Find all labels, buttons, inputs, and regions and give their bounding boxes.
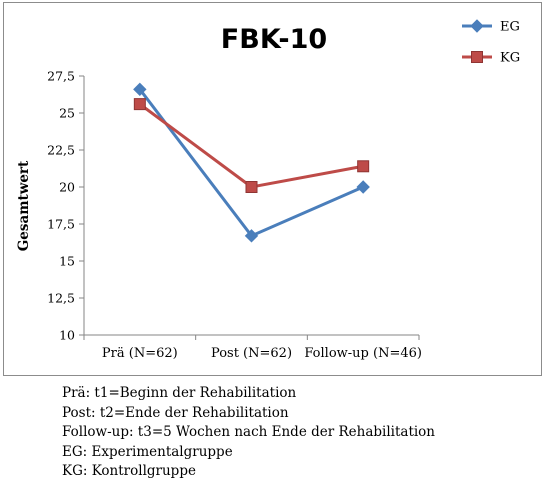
legend: EG KG (462, 19, 520, 66)
notes: Prä: t1=Beginn der Rehabilitation Post: … (62, 384, 435, 482)
y-axis-label: Gesamtwert (16, 160, 32, 251)
y-tick-label: 15 (59, 254, 75, 269)
chart-title: FBK-10 (221, 24, 327, 55)
legend-marker-eg (470, 19, 484, 33)
axes: 10 12,5 15 17,5 20 22,5 25 27,5 Prä (N=62) Post (… (47, 69, 422, 362)
legend-label-kg: KG (500, 51, 520, 66)
data-point-eg (133, 82, 147, 97)
y-tick-label: 10 (59, 328, 75, 343)
y-tick-label: 12,5 (47, 291, 75, 306)
data-point-kg (133, 98, 146, 111)
data-point-eg (356, 180, 370, 194)
y-tick-label: 27,5 (47, 69, 75, 84)
legend-label-eg: EG (500, 20, 520, 35)
x-tick-label: Follow-up (N=46) (304, 346, 422, 361)
chart-frame: FBK-10 Gesamtwert 10 12,5 15 17,5 20 22,5 25 27… (3, 2, 542, 376)
note-post: Post: t2=Ende der Rehabilitation (62, 404, 289, 421)
data-point-kg (245, 181, 258, 193)
note-eg: EG: Experimentalgruppe (62, 443, 233, 460)
x-tick-label: Prä (N=62) (102, 346, 178, 361)
series-line-eg (138, 88, 364, 238)
series-line-kg (138, 102, 364, 189)
y-tick-label: 22,5 (47, 143, 75, 158)
line-chart: FBK-10 Gesamtwert 10 12,5 15 17,5 20 22,5 25 27… (16, 19, 520, 362)
note-kg: KG: Kontrollgruppe (62, 463, 196, 479)
data-point-kg (357, 160, 370, 173)
legend-marker-kg (471, 51, 483, 63)
y-tick-label: 25 (59, 106, 75, 121)
y-tick-label: 20 (59, 180, 75, 195)
data-point-eg (244, 229, 259, 243)
x-tick-label: Post (N=62) (211, 346, 292, 361)
series-layer (133, 82, 370, 243)
note-pre: Prä: t1=Beginn der Rehabilitation (62, 385, 297, 401)
note-follow-up: Follow-up: t3=5 Wochen nach Ende der Reh… (62, 424, 436, 440)
y-tick-label: 17,5 (47, 217, 75, 232)
